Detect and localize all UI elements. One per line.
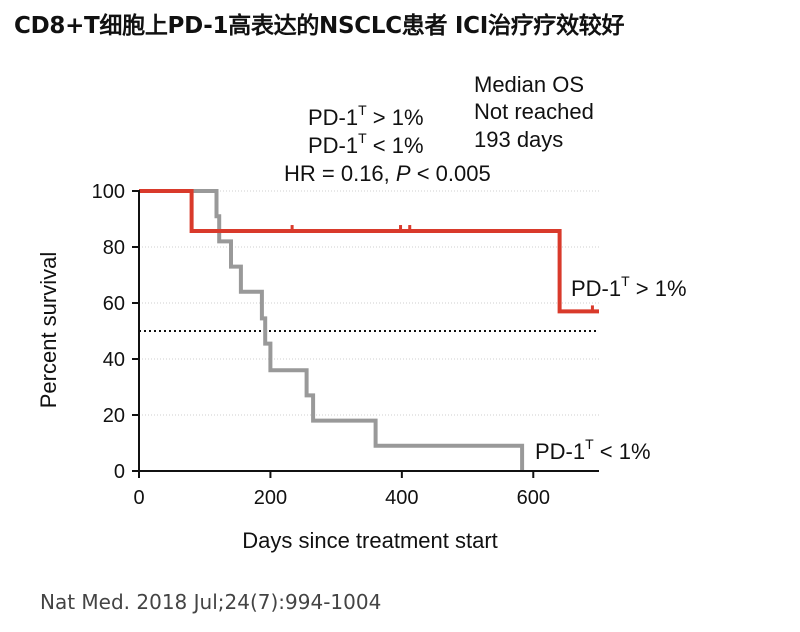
legend-entry-low-main: PD-1	[308, 133, 358, 158]
series-end-label-high: PD-1T > 1%	[571, 273, 687, 301]
y-tick-label: 60	[103, 293, 125, 315]
legend-entry-low-sup: T	[358, 130, 367, 146]
tick-labels: 0 20 40 60 80 100 0 200 400 600	[92, 181, 550, 509]
hr-p: P	[396, 161, 411, 186]
end-label-high-sup: T	[621, 273, 630, 289]
y-tick-label: 0	[114, 461, 125, 483]
y-tick-label: 40	[103, 349, 125, 371]
legend-entry-high-rest: > 1%	[367, 105, 424, 130]
axes	[132, 190, 599, 478]
y-tick-label: 20	[103, 405, 125, 427]
legend-header: Median OS	[474, 72, 584, 97]
x-tick-label: 400	[385, 487, 418, 509]
legend-entry-low-rest: < 1%	[367, 133, 424, 158]
legend-entry-high-sup: T	[358, 102, 367, 118]
legend-median-low: 193 days	[474, 127, 563, 152]
legend-entry-low: PD-1T < 1%	[308, 130, 424, 158]
legend-entry-high: PD-1T > 1%	[308, 102, 424, 130]
citation: Nat Med. 2018 Jul;24(7):994-1004	[40, 590, 382, 614]
series-line-high	[139, 189, 599, 314]
hazard-ratio-label: HR = 0.16, P < 0.005	[284, 161, 491, 186]
series-end-label-low: PD-1T < 1%	[535, 436, 651, 464]
y-tick-label: 80	[103, 237, 125, 259]
legend-entry-high-main: PD-1	[308, 105, 358, 130]
hr-prefix: HR = 0.16,	[284, 161, 396, 186]
chart-title: CD8+T细胞上PD-1高表达的NSCLC患者 ICI治疗疗效较好	[14, 13, 625, 39]
x-tick-label: 600	[517, 487, 550, 509]
end-label-low-sup: T	[585, 436, 594, 452]
grid-lines	[139, 190, 599, 416]
survival-curves	[139, 189, 599, 471]
end-label-low-rest: < 1%	[594, 439, 651, 464]
x-tick-label: 200	[254, 487, 287, 509]
x-tick-label: 0	[133, 487, 144, 509]
legend-median-high: Not reached	[474, 99, 594, 124]
end-label-low-main: PD-1	[535, 439, 585, 464]
end-label-high-main: PD-1	[571, 276, 621, 301]
hr-suffix: < 0.005	[411, 161, 491, 186]
end-label-high-rest: > 1%	[630, 276, 687, 301]
y-axis-label: Percent survival	[36, 252, 61, 409]
y-tick-label: 100	[92, 181, 125, 203]
x-axis-label: Days since treatment start	[242, 528, 498, 553]
